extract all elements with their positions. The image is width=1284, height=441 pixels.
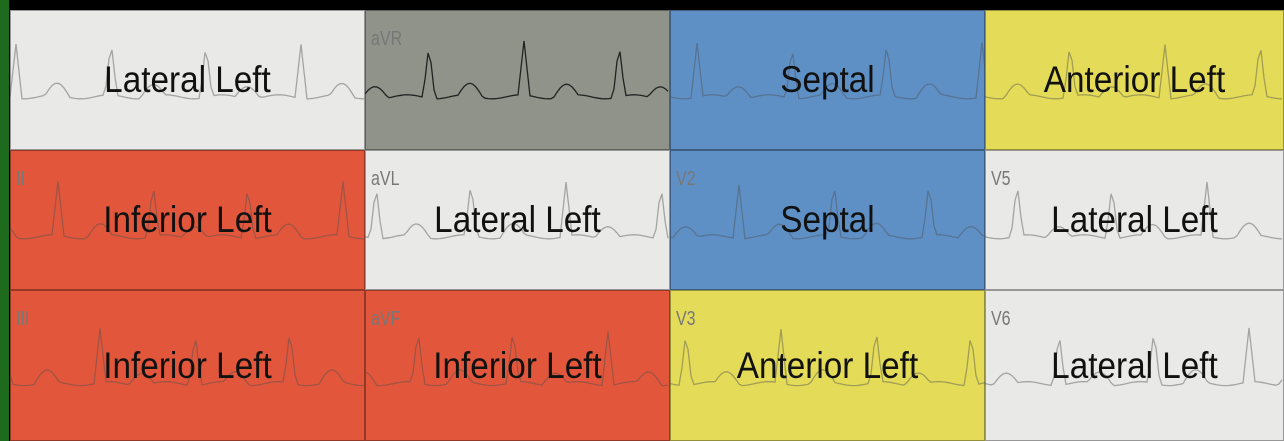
ecg-cell: Anterior Left <box>985 10 1284 150</box>
ecg-cell: III Inferior Left <box>10 290 365 441</box>
lead-label: aVR <box>371 28 402 51</box>
region-label: Inferior Left <box>28 199 348 241</box>
page: Lateral LeftaVRSeptalAnterior LeftIIInfe… <box>0 0 1284 441</box>
lead-label: aVL <box>371 168 399 191</box>
left-border <box>0 0 9 441</box>
lead-label: V3 <box>676 308 696 331</box>
ecg-cell: aVR <box>365 10 670 150</box>
region-label: Lateral Left <box>1000 199 1269 241</box>
ecg-trace <box>365 10 670 150</box>
ecg-cell: V2 Septal <box>670 150 985 290</box>
region-label: Anterior Left <box>686 345 970 387</box>
lead-label: aVF <box>371 308 400 331</box>
lead-label: V2 <box>676 168 696 191</box>
ecg-line <box>365 41 668 99</box>
region-label: Inferior Left <box>380 345 655 387</box>
ecg-cell: aVF Inferior Left <box>365 290 670 441</box>
region-label: Lateral Left <box>28 59 348 101</box>
ecg-cell: V6 Lateral Left <box>985 290 1284 441</box>
ecg-cell: V3 Anterior Left <box>670 290 985 441</box>
region-label: Inferior Left <box>28 345 348 387</box>
lead-label: III <box>16 308 29 331</box>
ecg-cell: Septal <box>670 10 985 150</box>
ecg-cell: aVL Lateral Left <box>365 150 670 290</box>
ecg-cell: Lateral Left <box>10 10 365 150</box>
region-label: Septal <box>686 59 970 101</box>
lead-label: V5 <box>991 168 1011 191</box>
ecg-cell: V5 Lateral Left <box>985 150 1284 290</box>
lead-label: V6 <box>991 308 1011 331</box>
region-label: Septal <box>686 199 970 241</box>
lead-label: II <box>16 168 25 191</box>
region-label: Lateral Left <box>1000 345 1269 387</box>
region-label: Lateral Left <box>380 199 655 241</box>
region-label: Anterior Left <box>1000 59 1269 101</box>
